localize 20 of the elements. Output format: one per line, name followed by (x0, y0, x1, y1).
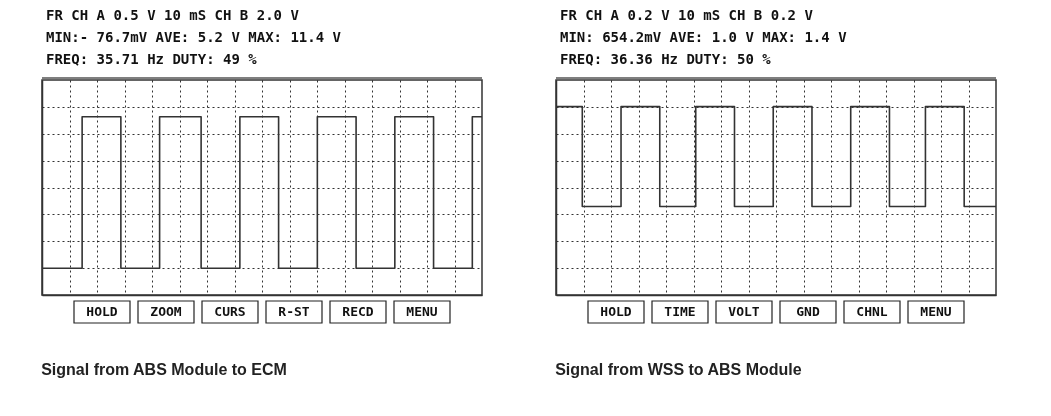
text: ZOOM (150, 304, 182, 319)
text: FREQ: 35.71 Hz DUTY: 49 % (46, 51, 258, 67)
text: Signal from WSS to ABS Module (555, 360, 802, 378)
text: FREQ: 36.36 Hz DUTY: 50 % (560, 51, 772, 67)
text: FR CH A 0.2 V 10 mS CH B 0.2 V (560, 7, 814, 23)
text: FR CH A 0.5 V 10 mS CH B 2.0 V (46, 7, 300, 23)
text: CURS (214, 304, 246, 319)
text: MIN: 654.2mV AVE: 1.0 V MAX: 1.4 V (560, 29, 848, 45)
text: VOLT (728, 304, 760, 319)
text: R-ST (278, 304, 310, 319)
text: HOLD (86, 304, 118, 319)
text: MENU (920, 304, 952, 319)
text: CHNL (856, 304, 888, 319)
text: HOLD (600, 304, 632, 319)
text: TIME (664, 304, 696, 319)
text: Signal from ABS Module to ECM (41, 360, 287, 378)
text: MENU (406, 304, 438, 319)
text: GND (796, 304, 820, 319)
text: MIN:- 76.7mV AVE: 5.2 V MAX: 11.4 V (46, 29, 342, 45)
text: RECD (342, 304, 374, 319)
